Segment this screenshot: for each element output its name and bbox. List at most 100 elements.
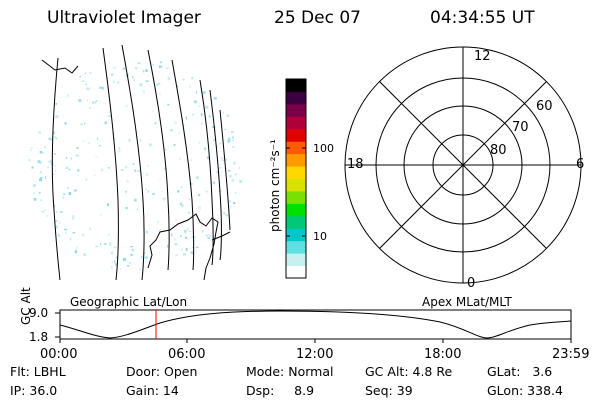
geographic-grid-lines bbox=[51, 44, 231, 281]
emission-speckle bbox=[239, 179, 242, 183]
status-dsp: Dsp: 8.9 bbox=[246, 383, 315, 398]
emission-speckle bbox=[95, 100, 98, 102]
emission-speckle bbox=[183, 124, 185, 126]
emission-speckle bbox=[81, 101, 83, 103]
emission-speckle bbox=[54, 204, 56, 208]
emission-speckle bbox=[108, 115, 112, 117]
colorbar-cell bbox=[286, 79, 306, 92]
emission-speckle bbox=[37, 160, 41, 163]
emission-speckle bbox=[139, 268, 141, 271]
emission-speckle bbox=[181, 204, 184, 207]
emission-speckle bbox=[47, 166, 50, 168]
emission-speckle bbox=[179, 202, 183, 206]
emission-speckle bbox=[65, 166, 69, 169]
colorbar-cell bbox=[286, 103, 306, 117]
emission-speckle bbox=[179, 157, 181, 161]
emission-speckle bbox=[109, 61, 111, 64]
coastline bbox=[41, 59, 231, 281]
emission-speckle bbox=[167, 103, 170, 106]
emission-speckle bbox=[170, 129, 173, 131]
emission-speckle bbox=[214, 128, 217, 131]
emission-speckle bbox=[167, 245, 169, 248]
emission-speckle bbox=[100, 243, 102, 246]
emission-speckle bbox=[234, 192, 237, 194]
emission-speckle bbox=[86, 99, 88, 102]
emission-speckle bbox=[109, 242, 112, 246]
emission-speckle bbox=[83, 253, 86, 257]
emission-speckle bbox=[162, 198, 165, 201]
emission-speckle bbox=[92, 101, 95, 104]
emission-speckle bbox=[182, 79, 185, 81]
emission-speckle bbox=[197, 222, 201, 224]
polar-label-0: 0 bbox=[467, 276, 475, 291]
emission-speckle bbox=[102, 86, 104, 90]
emission-speckle bbox=[39, 178, 42, 182]
emission-speckle bbox=[204, 147, 206, 151]
emission-speckle bbox=[198, 105, 201, 107]
emission-speckle bbox=[93, 174, 96, 177]
emission-speckle bbox=[137, 62, 141, 64]
emission-speckle bbox=[178, 131, 180, 134]
emission-speckle bbox=[127, 265, 130, 267]
emission-speckle bbox=[95, 101, 97, 104]
emission-speckle bbox=[116, 81, 120, 85]
emission-speckle bbox=[233, 201, 236, 204]
emission-speckle bbox=[123, 257, 126, 261]
emission-speckle bbox=[134, 169, 136, 172]
colorbar-cell bbox=[286, 203, 306, 217]
emission-speckle bbox=[213, 138, 216, 142]
emission-speckle bbox=[143, 69, 145, 73]
y-tick-max: 9.0 bbox=[29, 306, 49, 320]
emission-speckle bbox=[191, 76, 194, 80]
emission-speckle bbox=[161, 190, 163, 193]
emission-speckle bbox=[84, 72, 87, 74]
emission-speckle bbox=[208, 115, 211, 118]
emission-speckle bbox=[44, 209, 46, 212]
emission-speckle bbox=[221, 159, 225, 162]
x-tick-2359: 23:59 bbox=[552, 347, 590, 362]
emission-speckle bbox=[192, 252, 194, 255]
emission-speckle bbox=[185, 247, 188, 251]
uv-emission-speckles bbox=[28, 61, 242, 271]
emission-speckle bbox=[88, 142, 90, 144]
emission-speckle bbox=[79, 76, 81, 78]
emission-speckle bbox=[55, 103, 58, 105]
emission-speckle bbox=[185, 116, 187, 120]
emission-speckle bbox=[233, 161, 236, 165]
emission-speckle bbox=[124, 166, 128, 169]
emission-speckle bbox=[157, 83, 161, 85]
emission-speckle bbox=[206, 235, 208, 237]
emission-speckle bbox=[188, 230, 192, 232]
emission-speckle bbox=[145, 173, 149, 176]
emission-speckle bbox=[99, 214, 103, 216]
emission-speckle bbox=[80, 123, 84, 125]
emission-speckle bbox=[78, 99, 82, 102]
emission-speckle bbox=[130, 253, 133, 256]
emission-speckle bbox=[40, 199, 42, 202]
emission-speckle bbox=[119, 268, 122, 270]
status-gc-alt: GC Alt: 4.8 Re bbox=[365, 364, 453, 379]
emission-speckle bbox=[70, 157, 73, 160]
emission-speckle bbox=[125, 190, 127, 193]
emission-speckle bbox=[39, 171, 42, 174]
colorbar-label: photon cm⁻²s⁻¹ bbox=[268, 139, 282, 232]
emission-speckle bbox=[63, 193, 66, 195]
geographic-image-panel bbox=[28, 44, 242, 281]
emission-speckle bbox=[99, 86, 102, 89]
emission-speckle bbox=[200, 113, 203, 116]
emission-speckle bbox=[193, 101, 195, 103]
emission-speckle bbox=[55, 138, 57, 140]
emission-speckle bbox=[207, 228, 209, 232]
emission-speckle bbox=[48, 137, 52, 141]
emission-speckle bbox=[68, 168, 71, 170]
emission-speckle bbox=[145, 80, 149, 82]
emission-speckle bbox=[72, 217, 74, 220]
emission-speckle bbox=[111, 261, 114, 263]
emission-speckle bbox=[192, 113, 195, 116]
emission-speckle bbox=[129, 262, 131, 264]
emission-speckle bbox=[113, 137, 116, 141]
emission-speckle bbox=[232, 146, 235, 148]
emission-speckle bbox=[40, 177, 43, 180]
emission-speckle bbox=[134, 198, 137, 202]
emission-speckle bbox=[132, 248, 134, 252]
